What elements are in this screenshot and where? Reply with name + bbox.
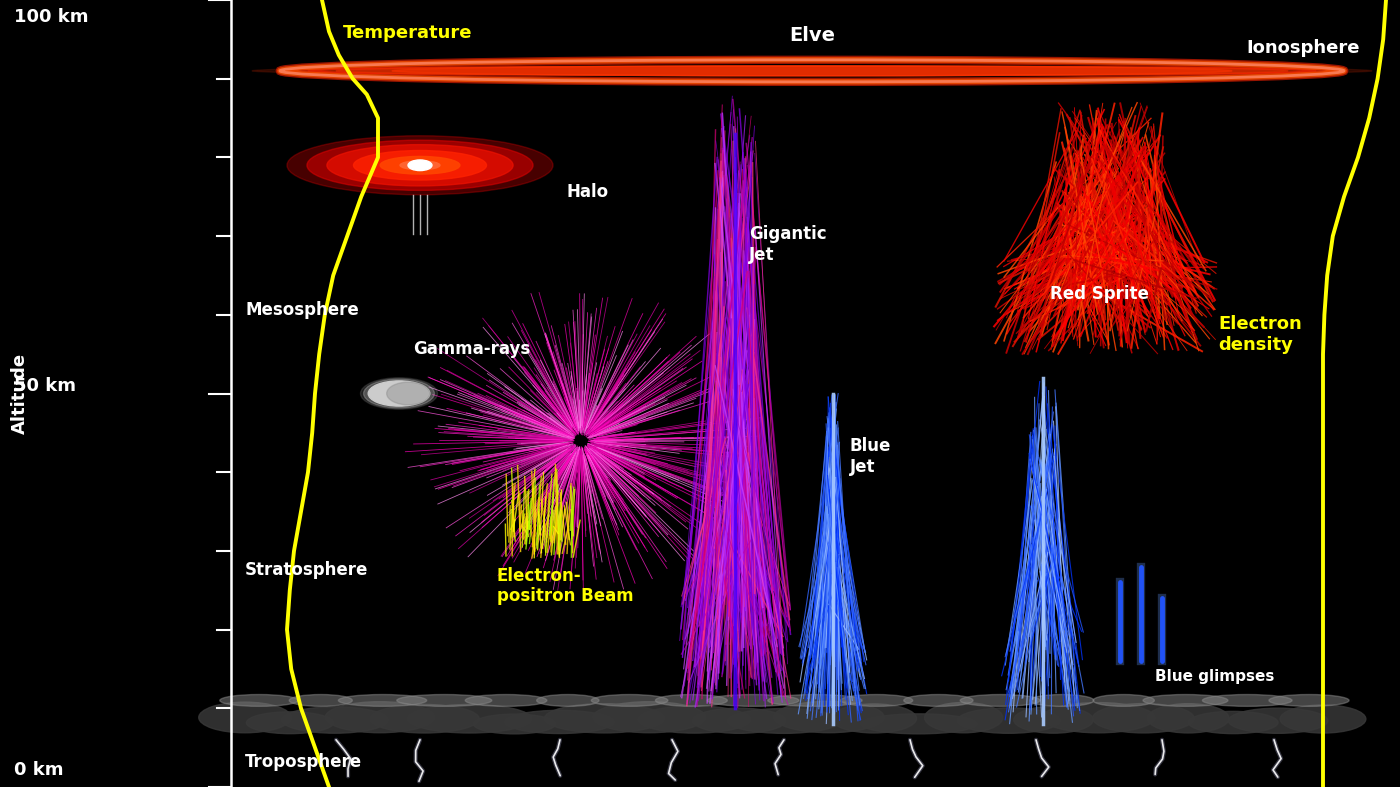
Ellipse shape	[1148, 704, 1229, 733]
Ellipse shape	[220, 694, 298, 707]
Ellipse shape	[774, 701, 883, 733]
Ellipse shape	[199, 702, 291, 733]
Text: Halo: Halo	[567, 183, 609, 201]
Text: Blue
Jet: Blue Jet	[850, 438, 892, 476]
Ellipse shape	[536, 694, 599, 707]
Text: Red Sprite: Red Sprite	[1050, 285, 1148, 303]
Ellipse shape	[290, 694, 353, 707]
Ellipse shape	[767, 694, 862, 707]
Text: Temperature: Temperature	[343, 24, 473, 42]
Ellipse shape	[924, 703, 1002, 733]
Ellipse shape	[246, 711, 333, 733]
Ellipse shape	[252, 66, 1372, 76]
Ellipse shape	[379, 157, 459, 174]
Ellipse shape	[392, 66, 1232, 76]
Ellipse shape	[281, 707, 388, 733]
Ellipse shape	[370, 704, 479, 733]
Text: Mesosphere: Mesosphere	[245, 301, 358, 319]
Ellipse shape	[1189, 711, 1278, 733]
Ellipse shape	[386, 382, 430, 405]
Text: 0 km: 0 km	[14, 761, 63, 779]
Ellipse shape	[1042, 703, 1155, 733]
Ellipse shape	[360, 378, 437, 409]
Ellipse shape	[655, 694, 727, 707]
Ellipse shape	[287, 135, 553, 195]
Ellipse shape	[1030, 694, 1093, 707]
Ellipse shape	[1203, 694, 1292, 707]
Ellipse shape	[308, 66, 1316, 76]
Text: 100 km: 100 km	[14, 8, 88, 26]
Ellipse shape	[693, 708, 785, 733]
Ellipse shape	[1280, 705, 1366, 733]
Ellipse shape	[505, 711, 615, 733]
Ellipse shape	[904, 694, 973, 707]
Ellipse shape	[861, 714, 977, 733]
Ellipse shape	[396, 694, 491, 707]
Text: Altitude: Altitude	[11, 353, 29, 434]
Ellipse shape	[400, 161, 440, 170]
Ellipse shape	[407, 160, 433, 171]
Ellipse shape	[728, 708, 840, 733]
Ellipse shape	[328, 145, 512, 186]
Ellipse shape	[1092, 704, 1194, 733]
Ellipse shape	[465, 694, 547, 707]
Ellipse shape	[832, 704, 917, 733]
Ellipse shape	[353, 150, 487, 180]
Ellipse shape	[591, 694, 668, 707]
Ellipse shape	[1014, 707, 1093, 733]
Ellipse shape	[1093, 694, 1155, 707]
Ellipse shape	[958, 708, 1060, 733]
Ellipse shape	[638, 706, 750, 733]
Ellipse shape	[307, 140, 533, 190]
Text: Gigantic
Jet: Gigantic Jet	[749, 225, 826, 264]
Text: Electron-
positron Beam: Electron- positron Beam	[497, 567, 634, 605]
Text: Ionosphere: Ionosphere	[1246, 39, 1359, 57]
Text: Elve: Elve	[790, 26, 834, 45]
Ellipse shape	[336, 66, 1288, 76]
Ellipse shape	[339, 694, 427, 707]
Text: Troposphere: Troposphere	[245, 753, 363, 771]
Ellipse shape	[368, 381, 430, 406]
Text: Stratosphere: Stratosphere	[245, 560, 368, 578]
Ellipse shape	[545, 704, 664, 733]
Ellipse shape	[364, 379, 434, 408]
Ellipse shape	[280, 66, 1344, 76]
Ellipse shape	[707, 694, 799, 707]
Ellipse shape	[1268, 694, 1350, 707]
Text: Gamma-rays: Gamma-rays	[413, 340, 531, 358]
Ellipse shape	[1228, 708, 1327, 733]
Ellipse shape	[1142, 694, 1228, 707]
Ellipse shape	[325, 702, 434, 733]
Text: 50 km: 50 km	[14, 377, 76, 394]
Ellipse shape	[840, 694, 913, 707]
Ellipse shape	[594, 702, 706, 733]
Ellipse shape	[407, 704, 532, 733]
Text: Electron
density: Electron density	[1218, 315, 1302, 353]
Ellipse shape	[960, 694, 1040, 707]
Ellipse shape	[473, 714, 556, 733]
Text: Blue glimpses: Blue glimpses	[1155, 669, 1274, 684]
